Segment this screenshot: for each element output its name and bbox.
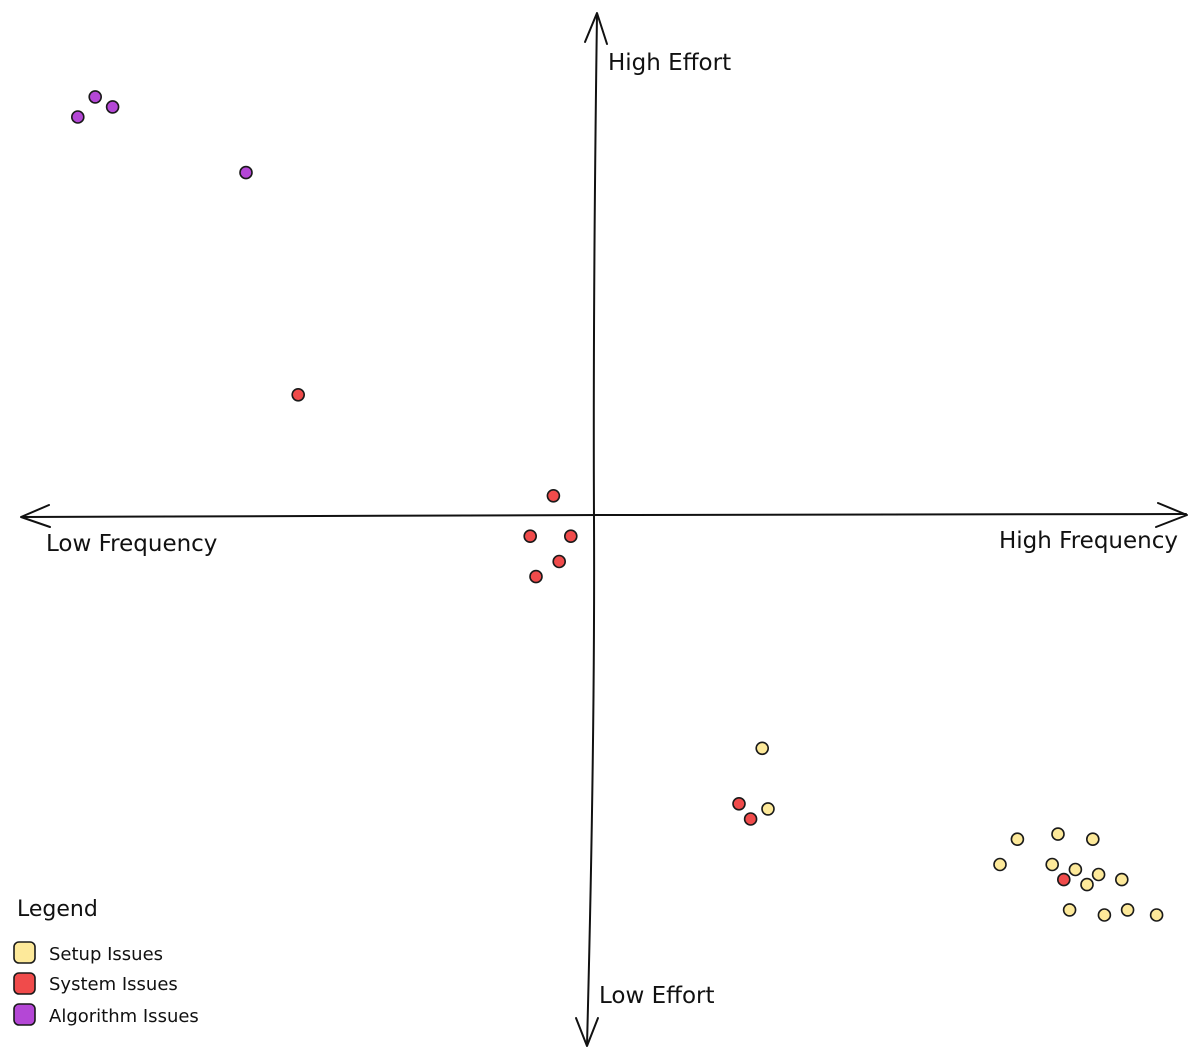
point-setup-issues-13 bbox=[1120, 903, 1135, 917]
point-setup-issues-6 bbox=[1045, 857, 1059, 872]
point-setup-issues-9 bbox=[1115, 872, 1129, 887]
legend-entry-system: System Issues bbox=[13, 972, 178, 995]
point-system-issues-4 bbox=[552, 554, 567, 569]
point-system-issues-0 bbox=[291, 387, 306, 402]
y-axis-arrow-top bbox=[584, 12, 608, 45]
point-setup-issues-2 bbox=[1010, 832, 1025, 847]
point-system-issues-8 bbox=[1057, 872, 1071, 887]
point-system-issues-3 bbox=[563, 529, 578, 544]
legend-entry-setup: Setup Issues bbox=[13, 941, 163, 965]
point-setup-issues-4 bbox=[1086, 832, 1100, 847]
y-axis-positive-label: High Effort bbox=[608, 50, 731, 76]
x-axis-arrow-left bbox=[20, 504, 51, 528]
y-axis-line bbox=[586, 13, 598, 1046]
x-axis-positive-label: High Frequency bbox=[999, 528, 1178, 554]
x-axis-negative-label: Low Frequency bbox=[46, 531, 217, 557]
point-algorithm-issues-3 bbox=[239, 165, 253, 180]
data-points bbox=[71, 90, 1164, 922]
point-setup-issues-10 bbox=[1080, 877, 1094, 892]
legend: Legend Setup Issues System Issues Algori… bbox=[13, 897, 199, 1027]
point-setup-issues-0 bbox=[755, 741, 770, 756]
x-axis-arrow-right bbox=[1155, 502, 1188, 528]
point-algorithm-issues-2 bbox=[71, 110, 85, 124]
axes bbox=[20, 12, 1188, 1047]
point-setup-issues-3 bbox=[1051, 827, 1065, 841]
point-setup-issues-12 bbox=[1097, 908, 1112, 922]
point-system-issues-1 bbox=[546, 488, 561, 503]
point-algorithm-issues-0 bbox=[88, 90, 102, 104]
point-setup-issues-11 bbox=[1062, 903, 1077, 917]
point-system-issues-7 bbox=[743, 812, 758, 826]
point-setup-issues-7 bbox=[1068, 862, 1083, 877]
x-axis-line bbox=[21, 513, 1187, 518]
legend-title: Legend bbox=[17, 897, 98, 922]
point-system-issues-5 bbox=[529, 569, 543, 584]
legend-entry-algorithm: Algorithm Issues bbox=[13, 1003, 199, 1027]
point-setup-issues-14 bbox=[1149, 908, 1164, 922]
point-system-issues-6 bbox=[732, 796, 746, 811]
y-axis-arrow-bottom bbox=[575, 1017, 599, 1047]
legend-label-system: System Issues bbox=[49, 974, 178, 995]
point-setup-issues-8 bbox=[1091, 867, 1106, 882]
point-system-issues-2 bbox=[523, 529, 538, 544]
point-setup-issues-1 bbox=[761, 802, 775, 816]
legend-label-algorithm: Algorithm Issues bbox=[49, 1006, 199, 1027]
legend-swatch-system bbox=[13, 972, 36, 995]
legend-swatch-setup bbox=[13, 941, 36, 964]
point-setup-issues-5 bbox=[993, 857, 1007, 872]
point-algorithm-issues-1 bbox=[105, 100, 120, 114]
y-axis-negative-label: Low Effort bbox=[599, 983, 715, 1009]
legend-label-setup: Setup Issues bbox=[49, 944, 163, 965]
legend-swatch-algorithm bbox=[13, 1003, 36, 1026]
